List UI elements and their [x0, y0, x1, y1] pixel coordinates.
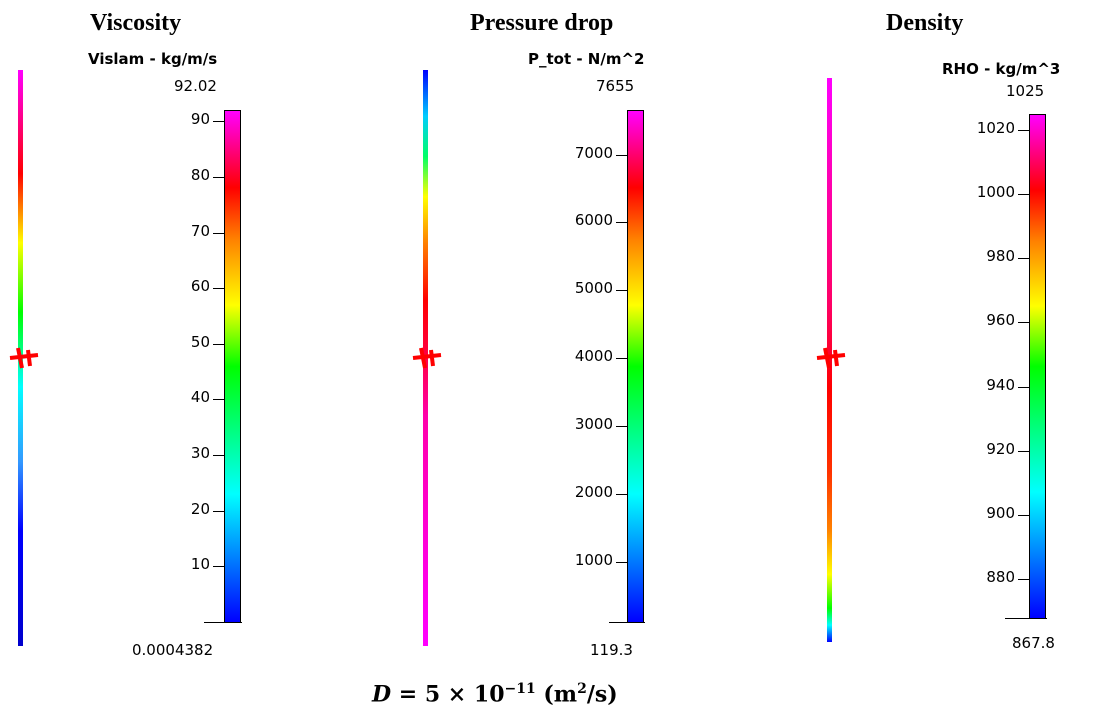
colorbar-tick-label: 1020	[976, 119, 1015, 137]
colorbar-tick-mark	[213, 344, 224, 345]
colorbar-tick-label: 5000	[574, 279, 613, 297]
panel-heading: Pressure drop	[470, 10, 614, 36]
colorbar-variable-title: P_tot - N/m^2	[528, 50, 645, 68]
colorbar-tick-label: 30	[190, 444, 210, 462]
panel-heading: Viscosity	[90, 10, 182, 36]
colorbar-tick-mark	[616, 494, 627, 495]
colorbar-tick-mark	[213, 233, 224, 234]
colorbar-tick-mark	[1018, 387, 1029, 388]
colorbar-min-label: 119.3	[590, 641, 633, 659]
colorbar-tick-label: 10	[190, 555, 210, 573]
formula-unit-exponent: 2	[577, 681, 587, 697]
colorbar-tick-label: 4000	[574, 347, 613, 365]
colorbar-min-label: 867.8	[1012, 634, 1055, 652]
panel-heading: Density	[886, 10, 964, 36]
colorbar-tick-mark	[213, 121, 224, 122]
colorbar-tick-mark	[213, 455, 224, 456]
colorbar-tick-label: 50	[190, 333, 210, 351]
colorbar-baseline	[204, 622, 242, 623]
colorbar-min-label: 0.0004382	[132, 641, 214, 659]
diffusivity-formula: D = 5 × 10−11 (m2/s)	[372, 682, 618, 705]
colorbar-tick-mark	[213, 511, 224, 512]
colorbar-tick-label: 90	[190, 110, 210, 128]
colorbar-tick-mark	[616, 222, 627, 223]
colorbar-tick-mark	[616, 290, 627, 291]
colorbar-tick-label: 1000	[574, 551, 613, 569]
colorbar-variable-title: Vislam - kg/m/s	[88, 50, 218, 68]
colorbar-max-label: 92.02	[174, 77, 217, 95]
colorbar-tick-mark	[616, 426, 627, 427]
pipe-contour	[827, 78, 832, 642]
colorbar-tick-label: 80	[190, 166, 210, 184]
colorbar-tick-mark	[1018, 579, 1029, 580]
colorbar-tick-label: 1000	[976, 183, 1015, 201]
colorbar-tick-label: 20	[190, 500, 210, 518]
colorbar-tick-label: 6000	[574, 211, 613, 229]
colorbar-tick-label: 2000	[574, 483, 613, 501]
colorbar-variable-title: RHO - kg/m^3	[942, 60, 1061, 78]
colorbar-max-label: 1025	[1006, 82, 1045, 100]
colorbar	[224, 110, 241, 623]
colorbar-tick-mark	[1018, 451, 1029, 452]
formula-lhs: D	[372, 681, 392, 708]
colorbar-tick-label: 70	[190, 222, 210, 240]
colorbar-tick-mark	[1018, 322, 1029, 323]
colorbar-tick-mark	[616, 358, 627, 359]
colorbar-tick-mark	[616, 562, 627, 563]
formula-exponent: −11	[504, 681, 536, 697]
colorbar-tick-label: 980	[986, 247, 1015, 265]
probe-marker-icon	[9, 347, 39, 369]
colorbar-tick-label: 60	[190, 277, 210, 295]
colorbar	[627, 110, 644, 623]
formula-eq: = 5 × 10	[391, 681, 505, 708]
colorbar-tick-label: 920	[986, 440, 1015, 458]
colorbar-tick-label: 40	[190, 388, 210, 406]
colorbar-tick-label: 7000	[574, 144, 613, 162]
colorbar-tick-mark	[213, 288, 224, 289]
colorbar-max-label: 7655	[596, 77, 635, 95]
colorbar-tick-label: 940	[986, 376, 1015, 394]
colorbar-tick-label: 960	[986, 311, 1015, 329]
colorbar-tick-mark	[1018, 515, 1029, 516]
colorbar	[1029, 114, 1046, 619]
colorbar-tick-mark	[213, 399, 224, 400]
colorbar-baseline	[609, 622, 645, 623]
colorbar-tick-label: 880	[986, 568, 1015, 586]
colorbar-tick-mark	[213, 566, 224, 567]
probe-marker-icon	[816, 347, 846, 369]
colorbar-tick-mark	[1018, 258, 1029, 259]
colorbar-tick-mark	[616, 155, 627, 156]
probe-marker-icon	[412, 347, 442, 369]
colorbar-tick-mark	[213, 177, 224, 178]
colorbar-tick-label: 3000	[574, 415, 613, 433]
colorbar-tick-mark	[1018, 130, 1029, 131]
colorbar-baseline	[1005, 618, 1047, 619]
colorbar-tick-mark	[1018, 194, 1029, 195]
formula-unit-open: (m	[535, 681, 578, 708]
colorbar-tick-label: 900	[986, 504, 1015, 522]
formula-unit-close: /s)	[586, 681, 618, 708]
